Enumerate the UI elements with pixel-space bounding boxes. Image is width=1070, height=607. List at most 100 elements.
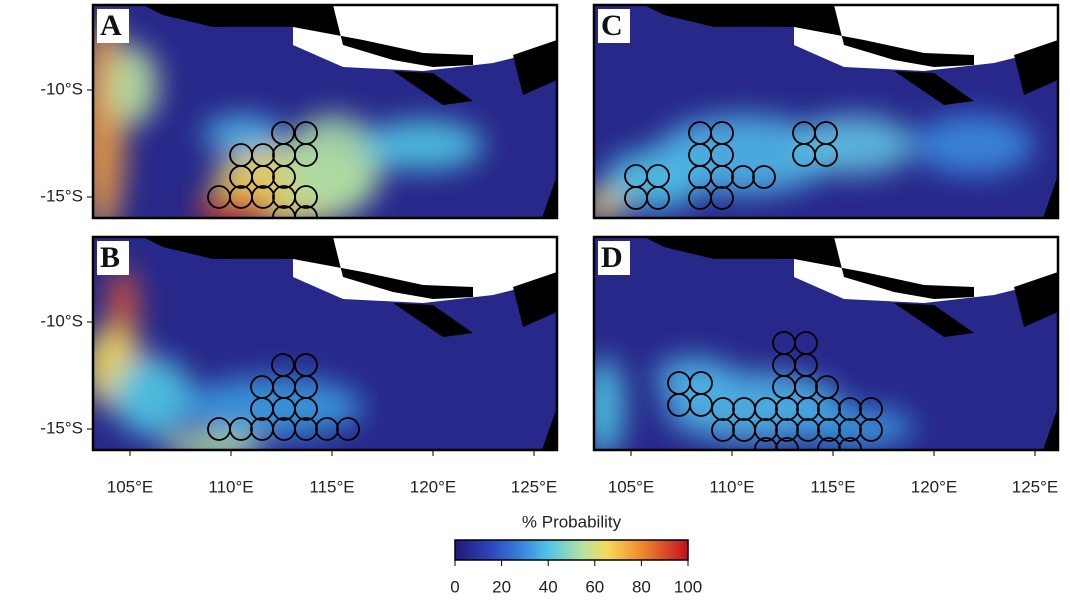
hotspot: [163, 432, 263, 450]
lat-tick-label: -10°S: [40, 79, 83, 98]
lon-tick-label: 120°E: [410, 477, 457, 496]
island: [393, 303, 473, 337]
panel-frame: [592, 235, 1060, 452]
island: [393, 71, 473, 105]
outside-area: [794, 237, 1058, 303]
source-zone: [775, 397, 799, 421]
colorbar-tick-label: 100: [674, 577, 702, 596]
panel-label-bg: [97, 241, 129, 275]
probability-field: [594, 115, 1034, 218]
hotspot: [113, 357, 193, 437]
hotspot: [93, 15, 125, 218]
source-zone: [336, 417, 360, 441]
hotspot: [594, 190, 624, 218]
source-zone: [294, 143, 318, 167]
source-zone: [775, 418, 799, 442]
source-zone: [817, 397, 841, 421]
colorbar-tick-label: 0: [450, 577, 459, 596]
source-zone: [315, 417, 339, 441]
source-zone: [294, 397, 318, 421]
outside-area: [794, 5, 1058, 71]
panel-label: A: [100, 9, 122, 42]
panel-label: C: [601, 9, 623, 42]
panel-frame: [592, 3, 1060, 220]
island: [513, 272, 557, 327]
source-zone: [711, 397, 735, 421]
lat-tick-label: -15°S: [40, 186, 83, 205]
source-zone: [817, 418, 841, 442]
source-zone: [710, 186, 734, 210]
source-zone: [796, 418, 820, 442]
land: [143, 5, 473, 67]
panel-label: B: [100, 241, 120, 274]
colorbar-tick-label: 20: [492, 577, 511, 596]
hotspot: [283, 115, 383, 215]
source-zone: [294, 417, 318, 441]
hotspot: [914, 115, 1034, 175]
lon-tick-label: 120°E: [911, 477, 958, 496]
outside-area: [293, 5, 557, 71]
lon-tick-label: 110°E: [709, 477, 754, 496]
colorbar: [454, 539, 689, 561]
source-zone: [752, 165, 776, 189]
source-zone: [731, 165, 755, 189]
hotspot: [654, 115, 834, 195]
colorbar-tick-label: 40: [539, 577, 558, 596]
hotspot: [654, 357, 734, 397]
lon-tick-label: 125°E: [511, 477, 558, 496]
source-zone: [796, 397, 820, 421]
colorbar-title: % Probability: [522, 512, 622, 531]
source-zone: [294, 185, 318, 209]
source-zone: [272, 165, 296, 189]
lon-tick-label: 110°E: [208, 477, 253, 496]
probability-field: [93, 15, 483, 218]
lat-tick-label: -15°S: [40, 418, 83, 437]
hotspot: [594, 357, 624, 450]
hotspot: [203, 115, 283, 155]
hotspot: [794, 407, 914, 447]
land: [1043, 407, 1058, 450]
island: [513, 40, 557, 95]
colorbar-tick-label: 60: [585, 577, 604, 596]
island: [894, 303, 974, 337]
source-zone: [859, 418, 883, 442]
island: [1014, 272, 1058, 327]
hotspot: [108, 45, 158, 125]
panel-frame: [91, 235, 559, 452]
hotspot: [109, 267, 137, 347]
source-zone: [646, 186, 670, 210]
source-zone: [251, 165, 275, 189]
panel-label-bg: [598, 241, 630, 275]
lon-tick-label: 115°E: [309, 477, 354, 496]
panel-label-bg: [97, 9, 129, 43]
hotspot: [794, 115, 914, 175]
land: [1043, 175, 1058, 218]
source-zone: [859, 397, 883, 421]
lon-tick-label: 125°E: [1012, 477, 1059, 496]
source-zone: [754, 418, 778, 442]
colorbar-tick-label: 80: [632, 577, 651, 596]
outside-area: [293, 237, 557, 303]
panel-label: D: [601, 241, 623, 274]
lon-tick-label: 105°E: [608, 477, 655, 496]
source-zone: [838, 418, 862, 442]
source-zone: [229, 417, 253, 441]
map-panel: [594, 237, 1058, 450]
source-zone: [838, 397, 862, 421]
lon-tick-label: 115°E: [810, 477, 855, 496]
lon-tick-label: 105°E: [107, 477, 154, 496]
panel-label-bg: [598, 9, 630, 43]
land: [542, 407, 557, 450]
panel-frame: [91, 3, 559, 220]
island: [1014, 40, 1058, 95]
source-zone: [251, 185, 275, 209]
map-panel: [93, 237, 557, 450]
map-panel: [594, 5, 1058, 218]
land: [143, 237, 473, 299]
land: [644, 237, 974, 299]
lat-tick-label: -10°S: [40, 311, 83, 330]
source-zone: [710, 165, 734, 189]
source-zone: [754, 397, 778, 421]
